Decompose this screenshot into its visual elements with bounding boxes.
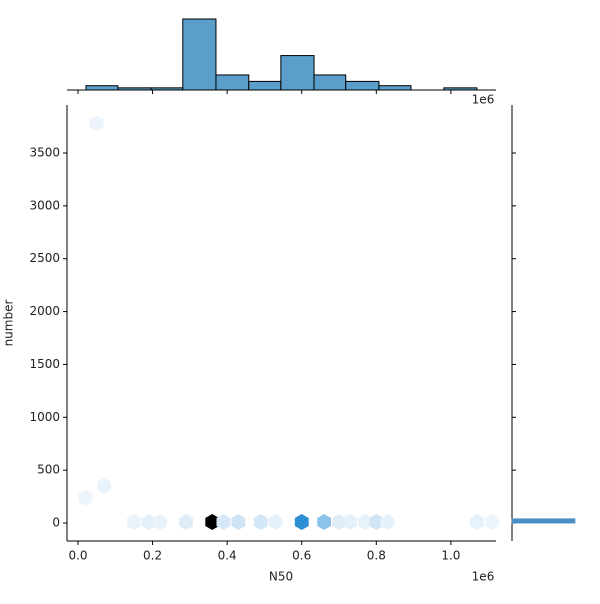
- hexbin: [294, 514, 309, 530]
- x-offset-label: 1e6: [472, 570, 495, 584]
- histogram-bar: [248, 80, 282, 91]
- y-tick-label: 1000: [29, 410, 60, 424]
- x-tick-label: 0.4: [218, 549, 237, 563]
- histogram-bar: [150, 87, 184, 91]
- histogram-bar: [313, 74, 347, 91]
- x-axis-label: N50: [269, 570, 293, 584]
- hexbin: [485, 514, 499, 530]
- hexbin: [141, 514, 156, 530]
- y-tick-label: 2000: [29, 304, 60, 318]
- hexbin: [78, 489, 93, 506]
- hexbin: [179, 514, 194, 530]
- hexbin: [253, 514, 268, 530]
- histogram-bar: [345, 80, 380, 91]
- hexbin: [317, 514, 331, 530]
- hexbin: [332, 514, 346, 530]
- x-offset-label: 1e6: [472, 93, 495, 107]
- histogram-bar: [182, 18, 217, 91]
- hexbin: [343, 514, 358, 530]
- hexbin: [153, 514, 167, 530]
- y-tick-label: 1500: [29, 357, 60, 371]
- histogram-bar: [280, 55, 315, 91]
- hexbin: [127, 514, 141, 530]
- histogram-bar: [511, 518, 576, 524]
- histogram-bar: [85, 85, 119, 91]
- x-tick-label: 0.2: [143, 549, 162, 563]
- y-tick-label: 3000: [29, 198, 60, 212]
- hexbin: [380, 514, 395, 530]
- hexbin: [89, 115, 104, 132]
- y-axis-label: number: [2, 300, 16, 347]
- hexbin: [470, 514, 484, 530]
- histogram-bar: [378, 85, 412, 91]
- hexbin: [268, 514, 283, 530]
- x-tick-label: 0.0: [68, 549, 87, 563]
- hexbin: [205, 514, 220, 530]
- y-tick-label: 500: [37, 463, 60, 477]
- x-tick-label: 1.0: [441, 549, 460, 563]
- x-tick-label: 0.8: [367, 549, 386, 563]
- y-tick-label: 2500: [29, 251, 60, 265]
- histogram-bar: [215, 74, 250, 91]
- x-tick-label: 0.6: [292, 549, 311, 563]
- hexbin: [369, 514, 384, 530]
- hexbin: [216, 514, 231, 530]
- y-tick-label: 3500: [29, 145, 60, 159]
- hexbin: [97, 478, 111, 494]
- histogram-bar: [443, 87, 478, 91]
- hexbin: [231, 514, 246, 530]
- histogram-bar: [117, 87, 152, 91]
- hexbin: [358, 514, 372, 530]
- y-tick-label: 0: [52, 516, 60, 530]
